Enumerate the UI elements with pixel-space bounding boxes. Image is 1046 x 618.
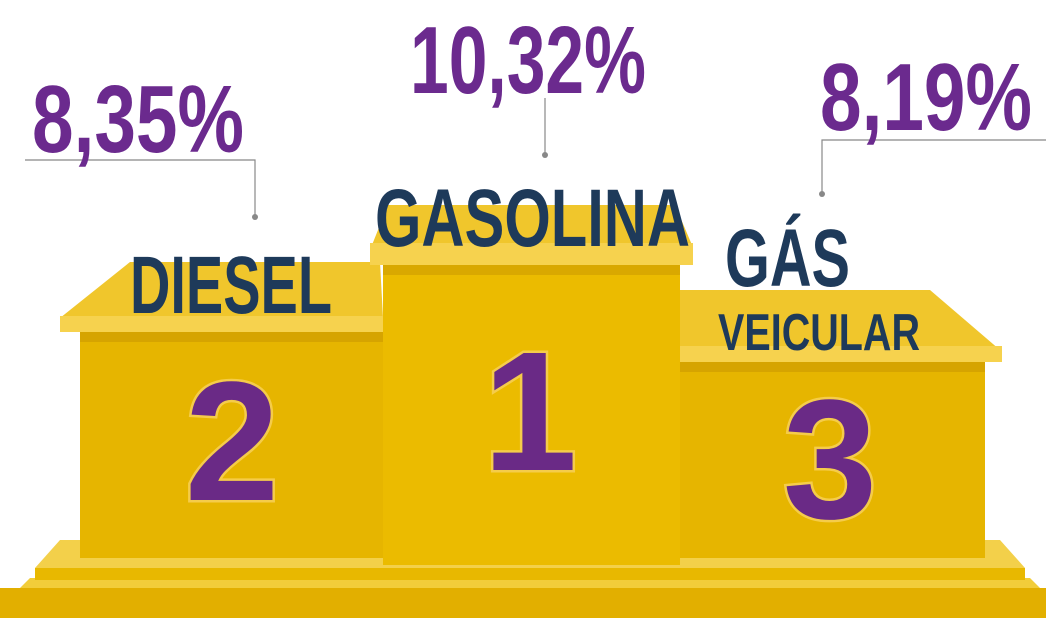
leader-dot <box>542 152 548 158</box>
value: 8,35% <box>32 66 244 173</box>
label: GÁS <box>725 213 850 304</box>
leader-dot <box>819 191 825 197</box>
rank: 2 <box>185 347 280 537</box>
rank: 1 <box>483 317 578 507</box>
podium-infographic: 8,35% 10,32% 8,19% DIESEL GASOLINA GÁS V… <box>0 0 1046 618</box>
label: GASOLINA <box>375 173 690 264</box>
center-shadow <box>383 265 680 275</box>
leader-dot <box>252 214 258 220</box>
value: 8,19% <box>820 44 1032 151</box>
label: DIESEL <box>130 240 332 331</box>
base-step <box>35 568 1025 580</box>
base-bottom <box>0 588 1046 618</box>
sublabel: VEICULAR <box>718 304 920 362</box>
rank: 3 <box>783 365 878 555</box>
value: 10,32% <box>410 7 646 114</box>
left-shadow <box>80 332 385 342</box>
